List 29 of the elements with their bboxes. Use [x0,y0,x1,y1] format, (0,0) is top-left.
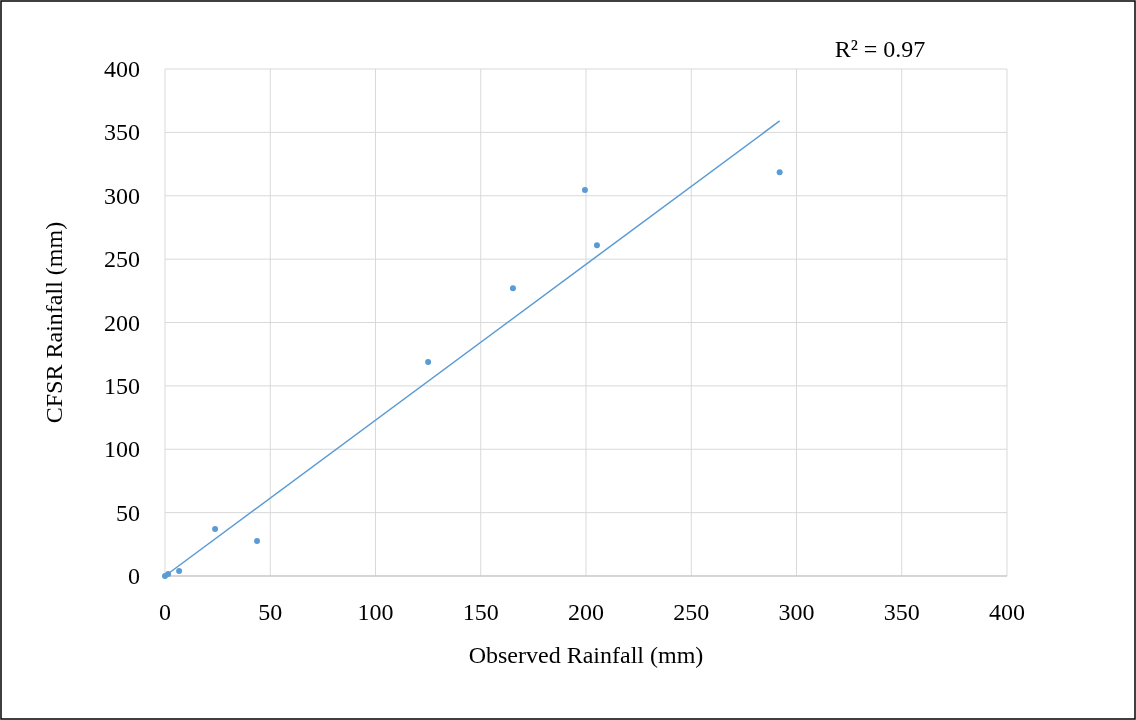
y-tick-label: 0 [128,563,140,589]
x-tick-label: 250 [673,599,710,625]
y-tick-label: 350 [104,119,140,146]
x-axis-title: Observed Rainfall (mm) [468,642,704,668]
point [776,169,783,176]
y-tick-label: 100 [104,436,140,463]
point [509,285,516,292]
y-axis-title: CFSR Rainfall (mm) [41,221,67,424]
y-tick-label: 250 [104,246,140,273]
y-tick-label: 150 [104,372,140,399]
point [254,538,260,544]
point [425,359,432,366]
x-tick-label: 150 [462,599,499,625]
x-tick-label: 200 [568,599,604,625]
point [176,567,183,574]
point [212,526,219,533]
y-tick-label: 300 [104,182,140,209]
x-tick-label: 300 [778,599,815,625]
x-tick-label: 350 [883,599,920,625]
x-tick-label: 100 [357,599,394,625]
x-tick-label: 0 [159,599,171,625]
y-tick-label: 50 [116,499,140,526]
x-tick-label: 400 [989,599,1025,625]
point [593,242,600,249]
point [581,187,588,194]
x-tick-label: 50 [258,599,283,625]
y-tick-label: 200 [104,309,140,336]
text: R² = 0.97 [834,36,926,62]
y-tick-label: 400 [104,56,140,82]
